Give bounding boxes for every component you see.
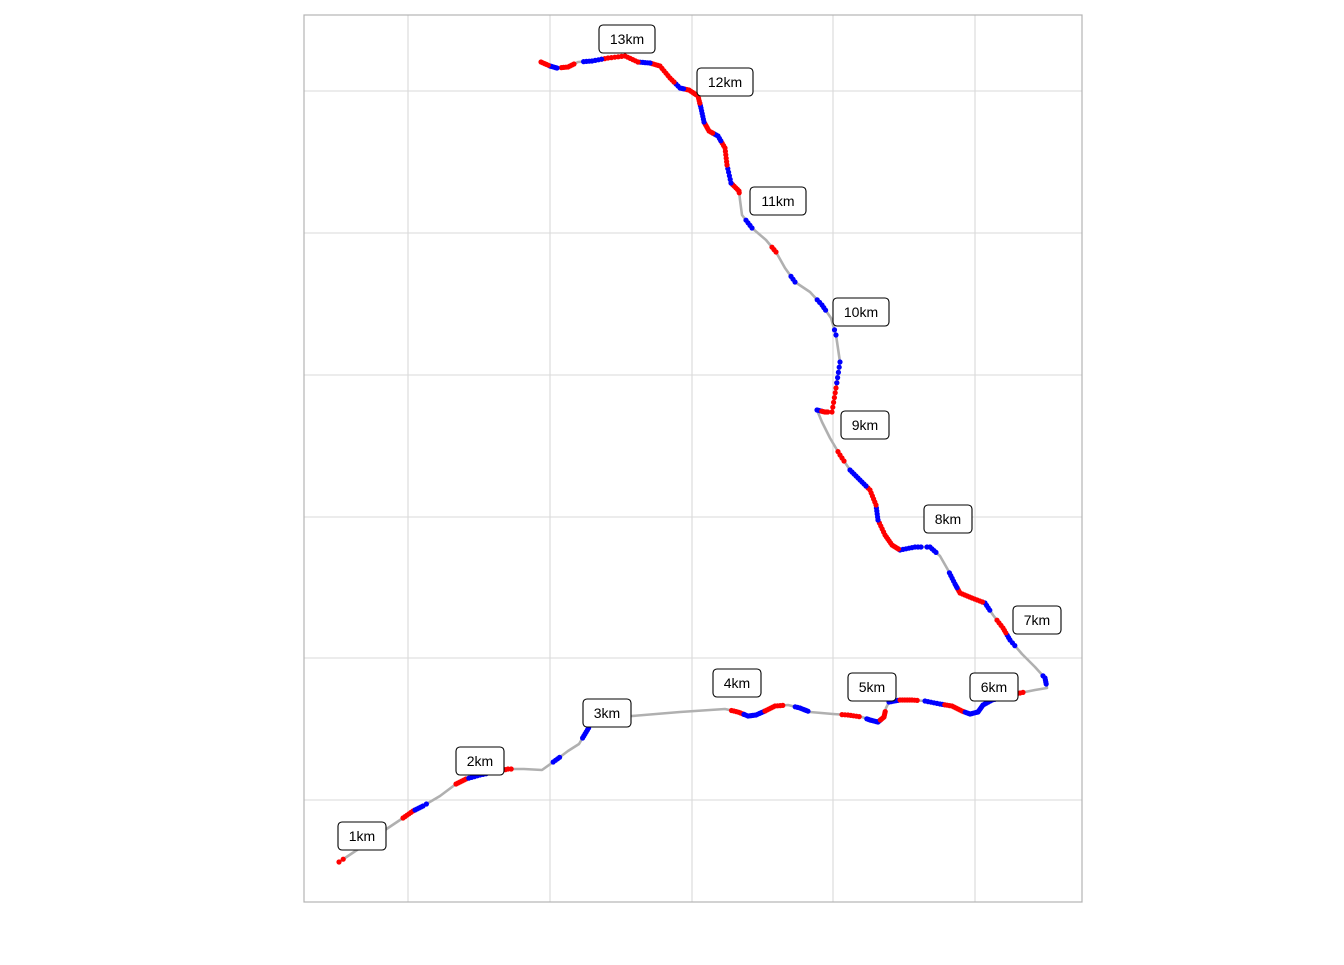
km-label-text: 1km [349, 828, 375, 844]
pace-point-red [538, 59, 544, 65]
km-label-box [840, 410, 890, 440]
km-label-box [1012, 605, 1062, 635]
km-label-text: 11km [761, 193, 794, 209]
pace-point-red [508, 766, 514, 772]
pace-point-red [994, 617, 1000, 623]
km-label: 12km [696, 67, 754, 97]
km-label-box [696, 67, 754, 97]
pace-point-blue [834, 380, 840, 386]
km-label-text: 7km [1024, 612, 1050, 628]
km-label-box [582, 698, 632, 728]
pace-point-red [829, 409, 835, 415]
pace-point-blue [835, 375, 841, 381]
pace-point-blue [946, 570, 953, 576]
pace-point-red [336, 859, 342, 865]
pace-point-blue [835, 369, 842, 375]
pace-point-blue [1040, 673, 1046, 679]
route-line [337, 54, 1049, 864]
km-label: 4km [712, 668, 762, 698]
km-label-box [847, 672, 897, 702]
pace-point-blue [581, 59, 587, 65]
pace-point-red [833, 385, 839, 391]
km-label-text: 8km [935, 511, 961, 527]
panel-border [303, 14, 1083, 903]
km-label-text: 3km [594, 705, 620, 721]
pace-point-blue [814, 297, 820, 303]
km-label-text: 6km [981, 679, 1007, 695]
pace-point-red [830, 404, 836, 410]
km-markers: 1km 2km 3km 4km 5km 6km 7km 8km 9km 10km 11km 12km 1… [337, 24, 1062, 851]
pace-point-blue [805, 708, 811, 714]
pace-point-blue [924, 544, 930, 550]
km-label-box [598, 24, 656, 54]
km-label-text: 13km [610, 31, 644, 47]
km-label: 1km [337, 821, 387, 851]
pace-point-red [340, 856, 346, 862]
pace-point-red [856, 714, 862, 720]
km-label-text: 12km [708, 74, 742, 90]
km-label-box [712, 668, 762, 698]
pace-point-blue [557, 754, 563, 760]
km-label: 13km [598, 24, 656, 54]
km-label: 8km [923, 504, 973, 534]
km-label: 3km [582, 698, 632, 728]
km-label-text: 4km [724, 675, 750, 691]
pace-point-red [825, 409, 831, 415]
pace-point-blue [847, 467, 853, 473]
pace-point-red [882, 709, 888, 715]
km-label-box [749, 186, 807, 216]
km-label-text: 10km [844, 304, 878, 320]
pace-point-red [780, 702, 786, 709]
km-label-box [832, 297, 890, 327]
km-label: 5km [847, 672, 897, 702]
km-label-text: 9km [852, 417, 878, 433]
km-label-box [337, 821, 387, 851]
pace-point-blue [788, 273, 794, 279]
pace-point-red [1020, 689, 1026, 696]
pace-point-red [831, 395, 838, 401]
pace-point-blue [423, 801, 429, 807]
pace-points [336, 53, 1049, 865]
pace-point-red [769, 244, 775, 250]
km-label-box [455, 746, 505, 776]
pace-point-blue [743, 217, 749, 223]
km-label-text: 5km [859, 679, 885, 695]
grid-lines [304, 15, 1082, 902]
km-label: 11km [749, 186, 807, 216]
pace-point-blue [836, 364, 842, 370]
pace-point-red [832, 390, 838, 396]
km-label: 9km [840, 410, 890, 440]
pace-point-blue [837, 359, 843, 365]
km-label-box [923, 504, 973, 534]
km-label: 10km [832, 297, 890, 327]
pace-point-blue [831, 327, 838, 333]
pace-point-red [914, 697, 920, 704]
km-label-text: 2km [467, 753, 493, 769]
km-label: 7km [1012, 605, 1062, 635]
km-label: 6km [969, 672, 1019, 702]
pace-point-red [831, 399, 837, 405]
pace-point-red [835, 449, 841, 455]
km-label-box [969, 672, 1019, 702]
pace-point-blue [833, 332, 839, 338]
pace-point-red [558, 65, 565, 71]
km-label: 2km [455, 746, 505, 776]
